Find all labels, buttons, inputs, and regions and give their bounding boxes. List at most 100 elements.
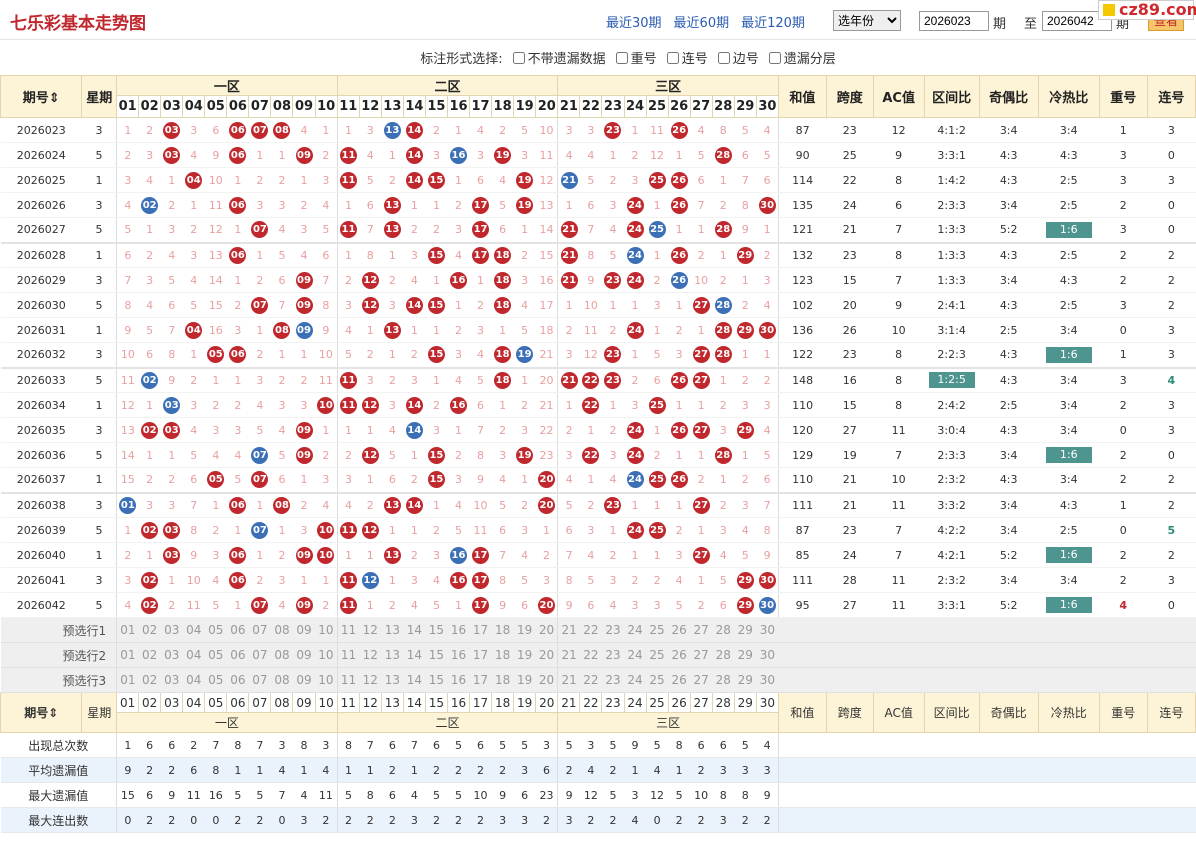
preselect-number[interactable]: 06 bbox=[226, 667, 249, 693]
preselect-number[interactable]: 23 bbox=[601, 667, 624, 693]
footer-issue-header[interactable]: 期号⇕ bbox=[0, 692, 83, 733]
preselect-number[interactable]: 27 bbox=[690, 642, 713, 668]
option-repeat-checkbox[interactable] bbox=[615, 51, 628, 64]
preselect-number[interactable]: 17 bbox=[469, 617, 492, 643]
preselect-number[interactable]: 15 bbox=[425, 642, 448, 668]
preselect-number[interactable]: 21 bbox=[557, 642, 580, 668]
preselect-number[interactable]: 27 bbox=[690, 667, 713, 693]
preselect-number[interactable]: 22 bbox=[579, 642, 602, 668]
preselect-number[interactable]: 17 bbox=[469, 667, 492, 693]
preselect-number[interactable]: 03 bbox=[160, 667, 183, 693]
preselect-number[interactable]: 07 bbox=[248, 667, 271, 693]
nav-recent-120[interactable]: 最近120期 bbox=[741, 16, 805, 31]
preselect-number[interactable]: 12 bbox=[359, 642, 382, 668]
option-edge[interactable]: 边号 bbox=[717, 48, 759, 67]
preselect-number[interactable]: 11 bbox=[336, 642, 360, 668]
preselect-number[interactable]: 24 bbox=[624, 667, 647, 693]
option-edge-checkbox[interactable] bbox=[717, 51, 730, 64]
preselect-number[interactable]: 18 bbox=[491, 667, 514, 693]
preselect-number[interactable]: 20 bbox=[535, 642, 558, 668]
preselect-number[interactable]: 05 bbox=[204, 667, 227, 693]
preselect-number[interactable]: 01 bbox=[116, 667, 139, 693]
preselect-number[interactable]: 16 bbox=[447, 642, 470, 668]
preselect-number[interactable]: 24 bbox=[624, 642, 647, 668]
nav-recent-60[interactable]: 最近60期 bbox=[673, 16, 730, 31]
preselect-number[interactable]: 03 bbox=[160, 642, 183, 668]
preselect-number[interactable]: 12 bbox=[359, 667, 382, 693]
preselect-number[interactable]: 18 bbox=[491, 617, 514, 643]
preselect-number[interactable]: 19 bbox=[513, 617, 536, 643]
option-miss-layer[interactable]: 遗漏分层 bbox=[768, 48, 836, 67]
preselect-number[interactable]: 08 bbox=[270, 667, 293, 693]
preselect-number[interactable]: 09 bbox=[292, 667, 316, 693]
preselect-number[interactable]: 25 bbox=[646, 617, 669, 643]
preselect-number[interactable]: 25 bbox=[646, 642, 669, 668]
preselect-number[interactable]: 05 bbox=[204, 642, 227, 668]
preselect-number[interactable]: 29 bbox=[734, 642, 757, 668]
preselect-number[interactable]: 26 bbox=[668, 642, 691, 668]
preselect-number[interactable]: 01 bbox=[116, 617, 139, 643]
preselect-number[interactable]: 02 bbox=[138, 667, 161, 693]
preselect-number[interactable]: 10 bbox=[315, 642, 338, 668]
preselect-number[interactable]: 09 bbox=[292, 617, 316, 643]
preselect-number[interactable]: 04 bbox=[182, 642, 205, 668]
preselect-number[interactable]: 26 bbox=[668, 617, 691, 643]
preselect-number[interactable]: 30 bbox=[756, 642, 779, 668]
preselect-number[interactable]: 28 bbox=[712, 617, 735, 643]
preselect-number[interactable]: 16 bbox=[447, 617, 470, 643]
preselect-number[interactable]: 08 bbox=[270, 617, 293, 643]
preselect-number[interactable]: 13 bbox=[381, 642, 404, 668]
option-no-miss[interactable]: 不带遗漏数据 bbox=[512, 48, 606, 67]
preselect-number[interactable]: 07 bbox=[248, 617, 271, 643]
preselect-number[interactable]: 14 bbox=[403, 617, 426, 643]
preselect-number[interactable]: 15 bbox=[425, 667, 448, 693]
preselect-number[interactable]: 12 bbox=[359, 617, 382, 643]
preselect-number[interactable]: 25 bbox=[646, 667, 669, 693]
preselect-number[interactable]: 13 bbox=[381, 617, 404, 643]
preselect-number[interactable]: 28 bbox=[712, 667, 735, 693]
preselect-number[interactable]: 22 bbox=[579, 617, 602, 643]
preselect-number[interactable]: 19 bbox=[513, 667, 536, 693]
preselect-number[interactable]: 08 bbox=[270, 642, 293, 668]
issue-to-input[interactable] bbox=[1042, 11, 1112, 31]
preselect-number[interactable]: 20 bbox=[535, 617, 558, 643]
preselect-number[interactable]: 13 bbox=[381, 667, 404, 693]
preselect-number[interactable]: 07 bbox=[248, 642, 271, 668]
preselect-number[interactable]: 18 bbox=[491, 642, 514, 668]
option-miss-layer-checkbox[interactable] bbox=[768, 51, 781, 64]
preselect-number[interactable]: 23 bbox=[601, 617, 624, 643]
option-consecutive-checkbox[interactable] bbox=[666, 51, 679, 64]
preselect-number[interactable]: 15 bbox=[425, 617, 448, 643]
preselect-number[interactable]: 21 bbox=[557, 667, 580, 693]
preselect-number[interactable]: 14 bbox=[403, 667, 426, 693]
preselect-number[interactable]: 19 bbox=[513, 642, 536, 668]
preselect-number[interactable]: 11 bbox=[336, 667, 360, 693]
option-no-miss-checkbox[interactable] bbox=[512, 51, 525, 64]
preselect-number[interactable]: 30 bbox=[756, 667, 779, 693]
preselect-number[interactable]: 23 bbox=[601, 642, 624, 668]
preselect-number[interactable]: 01 bbox=[116, 642, 139, 668]
preselect-number[interactable]: 27 bbox=[690, 617, 713, 643]
preselect-number[interactable]: 20 bbox=[535, 667, 558, 693]
preselect-number[interactable]: 30 bbox=[756, 617, 779, 643]
preselect-number[interactable]: 26 bbox=[668, 667, 691, 693]
option-consecutive[interactable]: 连号 bbox=[666, 48, 708, 67]
preselect-number[interactable]: 10 bbox=[315, 617, 338, 643]
issue-from-input[interactable] bbox=[919, 11, 989, 31]
preselect-number[interactable]: 03 bbox=[160, 617, 183, 643]
preselect-number[interactable]: 24 bbox=[624, 617, 647, 643]
preselect-number[interactable]: 04 bbox=[182, 667, 205, 693]
preselect-number[interactable]: 14 bbox=[403, 642, 426, 668]
preselect-number[interactable]: 28 bbox=[712, 642, 735, 668]
preselect-number[interactable]: 10 bbox=[315, 667, 338, 693]
preselect-number[interactable]: 11 bbox=[336, 617, 360, 643]
preselect-number[interactable]: 02 bbox=[138, 617, 161, 643]
col-issue-header[interactable]: 期号⇕ bbox=[0, 75, 83, 118]
preselect-number[interactable]: 06 bbox=[226, 642, 249, 668]
preselect-number[interactable]: 05 bbox=[204, 617, 227, 643]
preselect-number[interactable]: 29 bbox=[734, 667, 757, 693]
preselect-number[interactable]: 22 bbox=[579, 667, 602, 693]
preselect-number[interactable]: 04 bbox=[182, 617, 205, 643]
preselect-number[interactable]: 17 bbox=[469, 642, 492, 668]
preselect-number[interactable]: 02 bbox=[138, 642, 161, 668]
